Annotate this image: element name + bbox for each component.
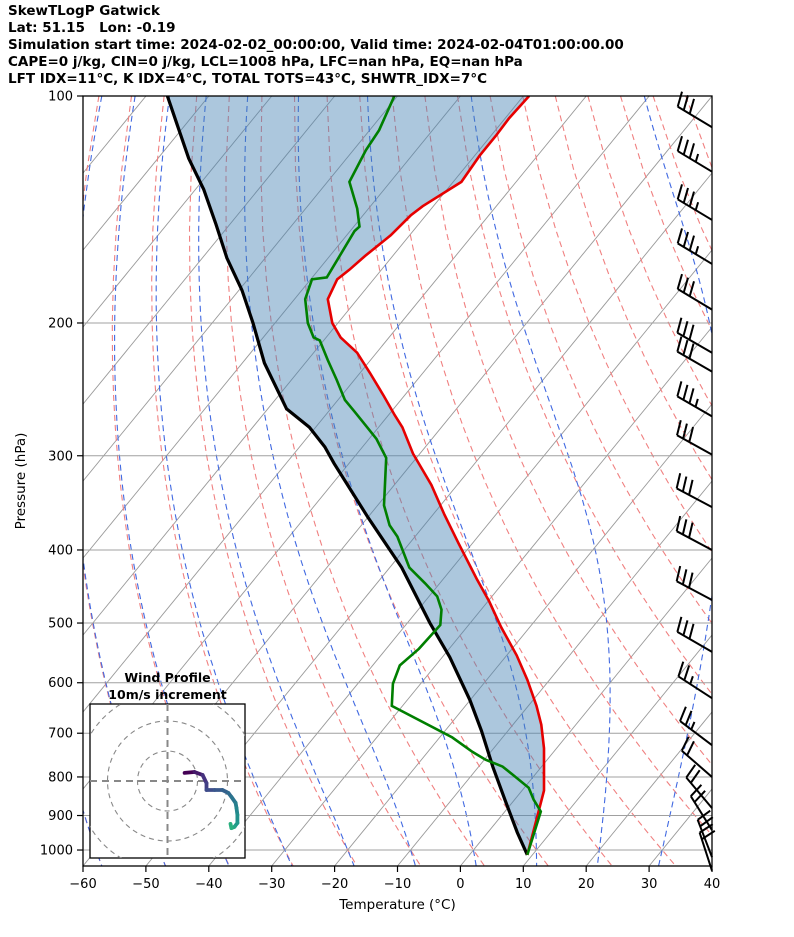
svg-text:500: 500 [48,617,73,632]
header-times: Simulation start time: 2024-02-02_00:00:… [8,37,624,53]
svg-text:200: 200 [48,316,73,331]
svg-text:100: 100 [48,90,73,105]
cape-shading [167,96,544,855]
svg-text:−30: −30 [258,877,285,892]
sounding-curves [165,96,546,856]
hodograph-canvas [90,704,245,858]
y-axis-label: Pressure (hPa) [13,433,29,530]
svg-text:40: 40 [704,877,721,892]
svg-text:−50: −50 [132,877,159,892]
parcel-curve [165,96,529,856]
moist-adiabats [83,96,712,866]
svg-text:0: 0 [456,877,464,892]
background-gridlines [83,96,712,866]
svg-text:400: 400 [48,543,73,558]
header-indices-2: LFT IDX=11°C, K IDX=4°C, TOTAL TOTS=43°C… [8,71,488,87]
svg-text:800: 800 [48,770,73,785]
svg-text:−10: −10 [384,877,411,892]
hodograph-title: Wind Profile [124,670,210,685]
chart-header: SkewTLogP Gatwick Lat: 51.15 Lon: -0.19 … [8,3,624,88]
svg-text:700: 700 [48,727,73,742]
svg-text:10: 10 [515,877,532,892]
svg-text:1000: 1000 [40,844,73,859]
hodograph-inset: Wind Profile 10m/s increment [89,670,246,859]
svg-text:300: 300 [48,449,73,464]
temperature-curve [326,96,546,856]
svg-text:−40: −40 [195,877,222,892]
header-latlon: Lat: 51.15 Lon: -0.19 [8,20,176,36]
header-indices-1: CAPE=0 j/kg, CIN=0 j/kg, LCL=1008 hPa, L… [8,54,523,70]
svg-text:900: 900 [48,809,73,824]
svg-text:−60: −60 [69,877,96,892]
x-axis-label: Temperature (°C) [338,897,456,913]
svg-text:−20: −20 [321,877,348,892]
hodograph-subtitle: 10m/s increment [108,687,226,702]
svg-text:600: 600 [48,676,73,691]
dewpoint-curve [303,96,543,856]
svg-text:30: 30 [641,877,658,892]
svg-text:20: 20 [578,877,595,892]
chart-title: SkewTLogP Gatwick [8,3,161,19]
wind-barbs [675,91,716,871]
